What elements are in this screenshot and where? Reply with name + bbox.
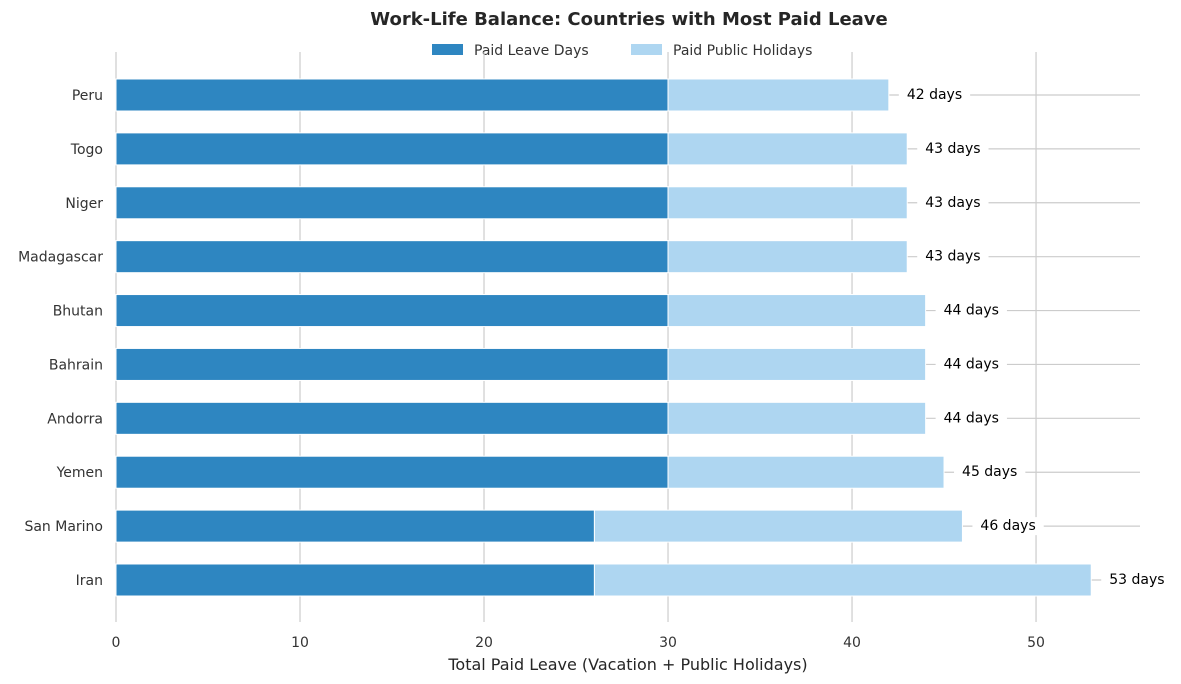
bar-public-holidays	[667, 455, 945, 489]
bar-paid-leave	[115, 132, 669, 166]
legend-swatch-paid-leave	[432, 44, 463, 55]
total-labels: 53 days 46 days 45 days 44 days 44 days 44 da…	[898, 86, 1173, 589]
chart-title: Work-Life Balance: Countries with Most P…	[370, 9, 888, 30]
total-label: 45 days	[962, 464, 1017, 480]
bar-paid-leave	[115, 563, 595, 597]
bar-public-holidays	[667, 347, 927, 381]
y-tick-label: Bahrain	[49, 357, 103, 373]
bar-public-holidays	[667, 132, 908, 166]
bar-paid-leave	[115, 186, 669, 220]
total-label: 43 days	[925, 249, 980, 265]
y-axis-tick-labels: Iran San Marino Yemen Andorra Bahrain Bhutan M…	[18, 88, 103, 589]
total-label-background	[972, 517, 1044, 536]
bar-paid-leave	[115, 455, 669, 489]
total-label-background	[935, 409, 1007, 428]
legend-label-public-holidays: Paid Public Holidays	[673, 43, 812, 59]
total-label: 42 days	[907, 87, 962, 103]
y-tick-label: Peru	[72, 88, 103, 104]
bar-paid-leave	[115, 401, 669, 435]
total-label-background	[917, 247, 989, 266]
legend: Paid Leave Days Paid Public Holidays	[432, 43, 812, 59]
row-gridlines	[116, 94, 1140, 581]
total-label: 43 days	[925, 195, 980, 211]
bar-paid-leave	[115, 240, 669, 274]
total-label: 46 days	[980, 518, 1035, 534]
legend-swatch-public-holidays	[631, 44, 662, 55]
bar-public-holidays	[667, 401, 927, 435]
y-tick-label: Togo	[70, 142, 103, 158]
total-label-background	[954, 463, 1026, 482]
total-label: 43 days	[925, 141, 980, 157]
bar-public-holidays	[667, 240, 908, 274]
x-axis-tick-labels: 0 10 20 30 40 50	[112, 635, 1045, 651]
y-tick-label: Madagascar	[18, 250, 103, 266]
total-label-background	[935, 301, 1007, 320]
bar-paid-leave	[115, 78, 669, 112]
bar-public-holidays	[667, 294, 927, 328]
y-tick-label: Niger	[65, 196, 103, 212]
x-tick-label: 20	[475, 635, 493, 651]
bar-public-holidays	[667, 186, 908, 220]
total-label: 53 days	[1109, 572, 1164, 588]
bar-paid-leave	[115, 347, 669, 381]
x-tick-label: 10	[291, 635, 309, 651]
total-label-background	[1101, 571, 1173, 589]
bar-paid-leave	[115, 509, 595, 543]
x-tick-label: 40	[843, 635, 861, 651]
total-label-background	[917, 193, 989, 212]
bar-paid-leave	[115, 294, 669, 328]
x-tick-label: 50	[1027, 635, 1045, 651]
total-label: 44 days	[944, 356, 999, 372]
y-tick-label: Yemen	[56, 465, 103, 481]
y-tick-label: San Marino	[24, 519, 103, 535]
legend-label-paid-leave: Paid Leave Days	[474, 43, 589, 59]
bar-public-holidays	[593, 509, 963, 543]
x-tick-label: 0	[112, 635, 121, 651]
total-label-background	[917, 139, 989, 158]
total-label: 44 days	[944, 410, 999, 426]
bar-public-holidays	[593, 563, 1092, 597]
y-tick-label: Iran	[76, 573, 103, 589]
bars	[115, 78, 1092, 597]
total-label: 44 days	[944, 303, 999, 319]
x-axis-label: Total Paid Leave (Vacation + Public Holi…	[447, 655, 807, 674]
x-tick-label: 30	[659, 635, 677, 651]
total-label-background	[935, 355, 1007, 374]
bar-public-holidays	[667, 78, 890, 112]
y-tick-label: Andorra	[47, 411, 103, 427]
y-tick-label: Bhutan	[53, 304, 103, 320]
total-label-background	[898, 86, 971, 104]
